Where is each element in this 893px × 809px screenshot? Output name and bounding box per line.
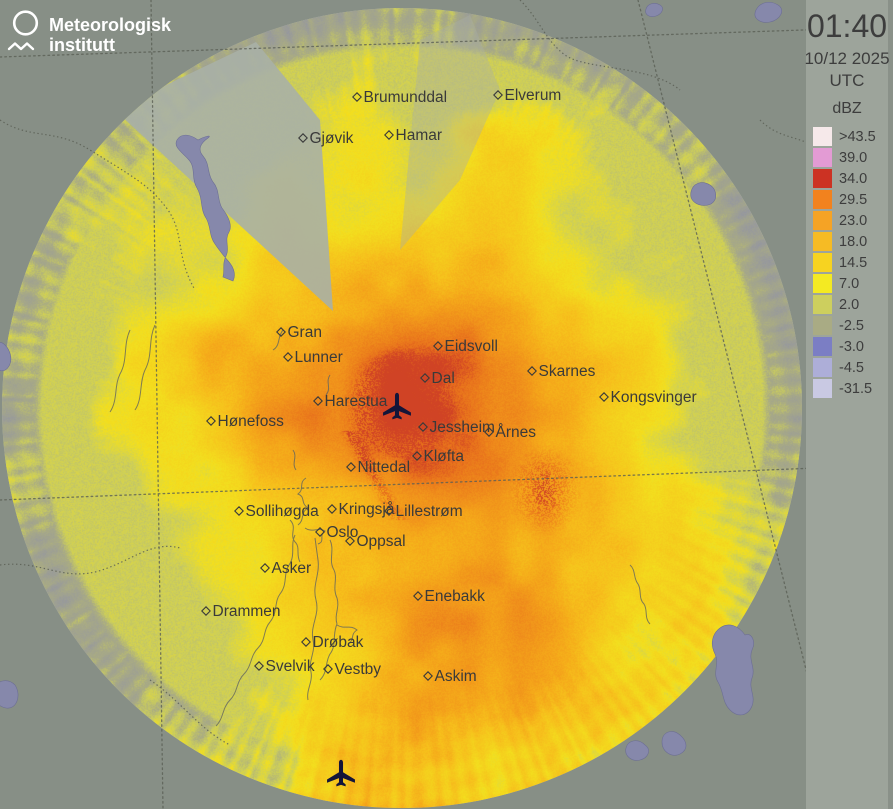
svg-text:dBZ: dBZ bbox=[832, 100, 862, 117]
svg-text:18.0: 18.0 bbox=[839, 234, 867, 250]
svg-text:2.0: 2.0 bbox=[839, 297, 859, 313]
svg-text:institutt: institutt bbox=[49, 35, 115, 55]
svg-text:29.5: 29.5 bbox=[839, 192, 867, 208]
svg-text:-2.5: -2.5 bbox=[839, 318, 864, 334]
svg-text:-4.5: -4.5 bbox=[839, 360, 864, 376]
svg-text:-3.0: -3.0 bbox=[839, 339, 864, 355]
svg-text:14.5: 14.5 bbox=[839, 255, 867, 271]
svg-text:-31.5: -31.5 bbox=[839, 381, 872, 397]
svg-text:7.0: 7.0 bbox=[839, 276, 859, 292]
svg-text:01:40: 01:40 bbox=[807, 8, 887, 44]
svg-text:Meteorologisk: Meteorologisk bbox=[49, 15, 172, 35]
svg-text:23.0: 23.0 bbox=[839, 213, 867, 229]
svg-text:34.0: 34.0 bbox=[839, 171, 867, 187]
svg-text:UTC: UTC bbox=[830, 71, 865, 90]
svg-text:39.0: 39.0 bbox=[839, 150, 867, 166]
svg-text:10/12 2025: 10/12 2025 bbox=[804, 49, 889, 68]
svg-text:>43.5: >43.5 bbox=[839, 129, 876, 145]
